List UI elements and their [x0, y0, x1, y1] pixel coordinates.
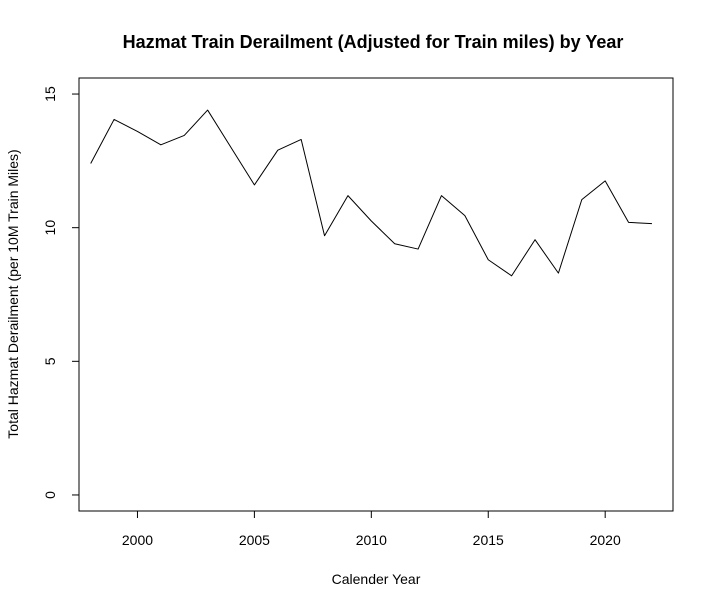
- series-line-0: [90, 109, 652, 277]
- y-tick-label-3: 15: [42, 86, 58, 102]
- y-tick-label-2: 10: [42, 220, 58, 236]
- x-tick-label-0: 2000: [122, 532, 153, 548]
- chart-title: Hazmat Train Derailment (Adjusted for Tr…: [123, 32, 624, 52]
- x-tick-label-2: 2010: [356, 532, 387, 548]
- x-tick-label-1: 2005: [239, 532, 270, 548]
- x-tick-label-3: 2015: [473, 532, 504, 548]
- series-layer: [90, 109, 652, 277]
- x-tick-label-4: 2020: [590, 532, 621, 548]
- x-axis: 2000 2005 2010 2015 2020: [122, 510, 621, 548]
- x-axis-label: Calender Year: [332, 571, 421, 587]
- y-axis: 0 5 10 15: [42, 86, 80, 499]
- y-tick-label-1: 5: [42, 357, 58, 365]
- y-axis-label: Total Hazmat Derailment (per 10M Train M…: [5, 149, 21, 438]
- y-tick-label-0: 0: [42, 491, 58, 499]
